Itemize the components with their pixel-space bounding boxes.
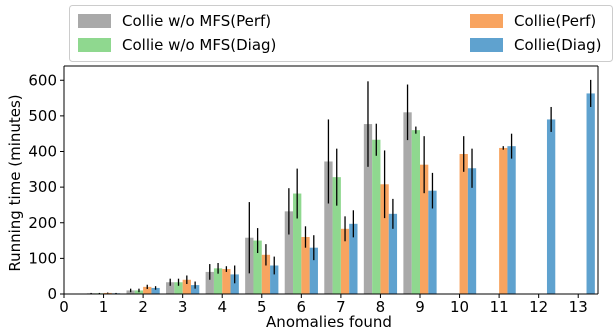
bar (507, 146, 516, 294)
x-tick-label: 0 (59, 298, 69, 316)
x-tick-label: 1 (99, 298, 109, 316)
x-tick-label: 12 (529, 298, 548, 316)
bar (349, 223, 358, 294)
bar (499, 147, 508, 294)
bar (459, 153, 468, 294)
bar (388, 213, 398, 294)
bar (380, 184, 389, 294)
legend-swatch (78, 14, 111, 28)
legend-label: Collie w/o MFS(Perf) (122, 12, 271, 30)
bar (363, 124, 373, 294)
bar (340, 228, 350, 294)
x-tick-label: 4 (217, 298, 227, 316)
y-tick-label: 400 (28, 143, 57, 161)
x-tick-label: 6 (297, 298, 307, 316)
bar (222, 269, 231, 294)
bar (586, 93, 595, 295)
legend-label: Collie w/o MFS(Diag) (122, 36, 276, 54)
legend-label: Collie(Diag) (514, 36, 602, 54)
bar (253, 240, 262, 294)
bar (301, 237, 310, 294)
y-tick-label: 300 (28, 178, 57, 196)
bar (324, 161, 333, 294)
bar (213, 268, 223, 294)
bar (420, 164, 429, 294)
legend-swatch (470, 14, 503, 28)
legend: Collie w/o MFS(Perf) Collie w/o MFS(Diag)… (69, 5, 613, 62)
x-tick-label: 10 (450, 298, 469, 316)
x-tick-label: 5 (257, 298, 267, 316)
bar (205, 271, 214, 294)
bar (151, 287, 160, 294)
bar (284, 211, 294, 294)
y-tick-label: 0 (47, 285, 57, 303)
bar (467, 168, 477, 294)
legend-swatch (470, 38, 503, 52)
y-tick-label: 500 (28, 107, 57, 125)
legend-label: Collie(Perf) (514, 12, 596, 30)
y-axis-label: Running time (minutes) (6, 94, 24, 271)
bar (182, 279, 191, 294)
bar (428, 190, 437, 294)
bar (403, 112, 412, 294)
bar (270, 265, 279, 294)
y-tick-label: 200 (28, 214, 57, 232)
x-tick-label: 11 (490, 298, 509, 316)
bar (174, 282, 183, 294)
bar (411, 130, 420, 295)
legend-swatch (78, 38, 111, 52)
bar (293, 193, 302, 294)
bar (166, 282, 175, 294)
y-tick-label: 600 (28, 71, 57, 89)
x-tick-label: 3 (178, 298, 188, 316)
plot-area (86, 79, 595, 295)
x-tick-label: 2 (138, 298, 148, 316)
bar (103, 292, 112, 294)
bar (261, 254, 271, 294)
bar (309, 247, 318, 294)
bar (372, 139, 381, 294)
x-tick-label: 8 (376, 298, 386, 316)
y-tick-label: 100 (28, 249, 57, 267)
x-tick-label: 13 (569, 298, 588, 316)
bar (546, 119, 556, 294)
bar (230, 274, 239, 294)
bar (143, 286, 152, 295)
bar (332, 177, 341, 294)
x-tick-label: 7 (336, 298, 346, 316)
x-axis-label: Anomalies found (266, 313, 392, 331)
x-tick-label: 9 (415, 298, 425, 316)
bar (190, 285, 200, 294)
